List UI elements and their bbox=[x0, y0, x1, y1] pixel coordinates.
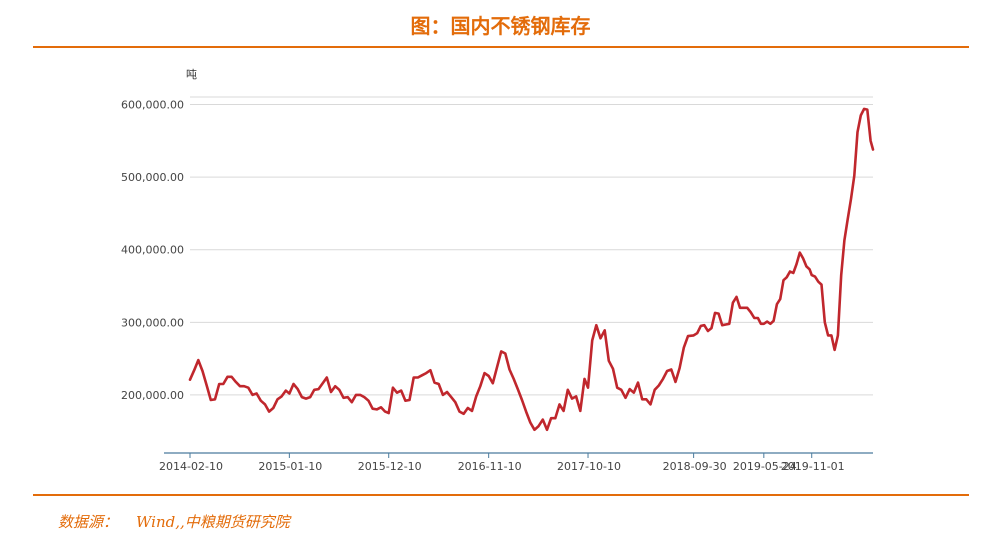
grid-lines bbox=[190, 96, 873, 396]
y-tick-label: 300,000.00 bbox=[121, 316, 184, 329]
source-note: 数据源： Wind,,中粮期货研究院 bbox=[58, 511, 290, 532]
source-value: Wind,,中粮期货研究院 bbox=[136, 513, 290, 531]
x-tick-label: 2015-01-10 bbox=[258, 460, 322, 473]
x-axis: 2014-02-10 2015-01-10 2015-12-10 2016-11-10… bbox=[159, 452, 873, 473]
page-title: 图：国内不锈钢库存 bbox=[410, 14, 591, 38]
y-tick-label: 600,000.00 bbox=[121, 99, 184, 112]
y-axis-ticks: 200,000.00 300,000.00 400,000.00 500,000.00… bbox=[121, 99, 184, 402]
x-tick-label: 2018-09-30 bbox=[663, 460, 727, 473]
x-tick-label: 2015-12-10 bbox=[358, 460, 422, 473]
y-tick-label: 500,000.00 bbox=[121, 171, 184, 184]
x-tick-label: 2016-11-10 bbox=[458, 460, 522, 473]
source-label: 数据源： bbox=[58, 513, 119, 531]
y-tick-label: 200,000.00 bbox=[121, 389, 184, 402]
x-tick-label: 2019-11-01 bbox=[781, 460, 845, 473]
series-line-inventory bbox=[188, 107, 875, 432]
y-tick-label: 400,000.00 bbox=[121, 244, 184, 257]
y-axis-unit-label: 吨 bbox=[186, 68, 197, 81]
x-tick-label: 2014-02-10 bbox=[159, 460, 223, 473]
top-divider bbox=[33, 46, 969, 48]
bottom-divider bbox=[33, 494, 969, 496]
x-tick-label: 2019-05-24 bbox=[733, 460, 797, 473]
x-tick-label: 2017-10-10 bbox=[557, 460, 621, 473]
